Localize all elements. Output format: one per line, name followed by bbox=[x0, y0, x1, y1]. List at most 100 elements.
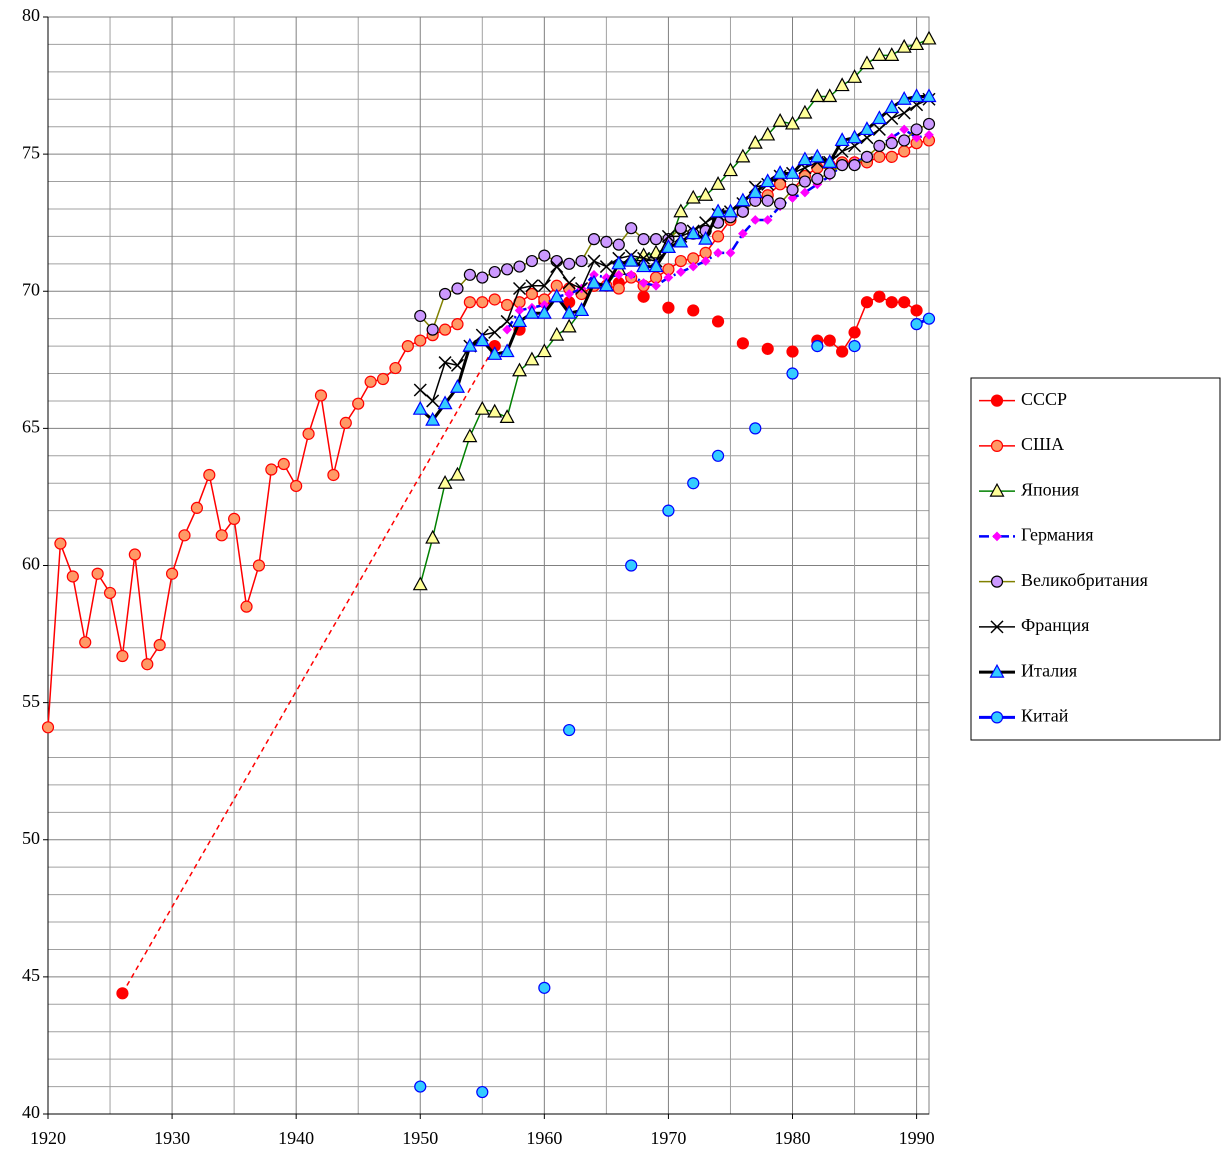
marker bbox=[598, 277, 614, 292]
marker bbox=[809, 148, 825, 163]
marker bbox=[834, 77, 850, 92]
legend-label: Германия bbox=[1021, 525, 1094, 545]
marker bbox=[401, 340, 414, 353]
marker bbox=[710, 176, 726, 190]
marker bbox=[487, 403, 503, 418]
marker bbox=[463, 296, 476, 309]
marker bbox=[240, 600, 253, 613]
marker bbox=[536, 343, 552, 358]
marker bbox=[871, 47, 887, 61]
marker bbox=[265, 463, 278, 476]
marker bbox=[499, 409, 515, 424]
marker bbox=[178, 529, 191, 542]
marker bbox=[738, 228, 748, 239]
marker bbox=[412, 576, 428, 591]
marker bbox=[873, 150, 886, 163]
marker bbox=[502, 324, 512, 335]
marker bbox=[711, 230, 725, 243]
marker bbox=[451, 282, 464, 295]
marker bbox=[290, 479, 303, 493]
marker bbox=[499, 343, 515, 358]
x-tick-label: 1970 bbox=[650, 1128, 686, 1148]
marker bbox=[722, 203, 738, 218]
marker bbox=[910, 304, 923, 317]
marker bbox=[722, 162, 738, 177]
marker bbox=[651, 280, 661, 291]
marker bbox=[501, 298, 514, 312]
legend-label: США bbox=[1021, 434, 1064, 454]
legend-label: Китай bbox=[1021, 706, 1069, 726]
marker bbox=[79, 636, 92, 649]
marker bbox=[613, 269, 624, 280]
marker bbox=[899, 124, 910, 135]
marker bbox=[414, 309, 427, 323]
marker bbox=[91, 567, 104, 580]
marker bbox=[451, 318, 464, 331]
marker bbox=[575, 254, 588, 268]
marker bbox=[836, 345, 849, 358]
marker bbox=[909, 88, 925, 103]
marker bbox=[786, 367, 799, 380]
marker bbox=[637, 290, 650, 303]
y-tick-label: 80 bbox=[22, 5, 40, 25]
marker bbox=[66, 570, 79, 583]
y-tick-label: 65 bbox=[22, 417, 40, 437]
marker bbox=[725, 248, 736, 258]
marker bbox=[550, 260, 564, 274]
marker bbox=[103, 586, 117, 600]
marker bbox=[848, 326, 861, 339]
marker bbox=[537, 279, 551, 293]
marker bbox=[688, 261, 699, 272]
x-tick-label: 1940 bbox=[278, 1128, 314, 1148]
marker bbox=[488, 265, 501, 279]
marker bbox=[476, 296, 489, 309]
marker bbox=[165, 567, 179, 580]
marker bbox=[637, 233, 650, 246]
marker bbox=[990, 394, 1004, 407]
marker bbox=[564, 289, 575, 299]
marker bbox=[437, 474, 453, 489]
marker bbox=[364, 375, 377, 388]
marker bbox=[575, 281, 589, 296]
marker bbox=[623, 252, 639, 267]
marker bbox=[786, 183, 799, 196]
marker bbox=[910, 318, 923, 331]
marker bbox=[823, 334, 836, 347]
marker bbox=[673, 233, 689, 248]
marker bbox=[762, 215, 773, 225]
marker bbox=[736, 337, 749, 350]
marker bbox=[822, 88, 838, 103]
marker bbox=[203, 468, 216, 482]
marker bbox=[885, 111, 899, 126]
y-tick-label: 75 bbox=[22, 142, 40, 162]
marker bbox=[474, 332, 490, 347]
marker bbox=[834, 132, 850, 147]
y-tick-label: 45 bbox=[22, 965, 40, 985]
marker bbox=[128, 548, 141, 561]
series bbox=[116, 276, 923, 1000]
marker bbox=[800, 187, 810, 198]
marker bbox=[847, 69, 863, 83]
marker bbox=[884, 99, 900, 114]
marker bbox=[228, 512, 241, 525]
marker bbox=[611, 255, 627, 270]
legend-label: Франция bbox=[1021, 615, 1089, 635]
marker bbox=[761, 194, 774, 207]
marker bbox=[685, 225, 701, 240]
marker bbox=[773, 197, 787, 210]
marker bbox=[414, 334, 427, 347]
x-tick-label: 1920 bbox=[30, 1128, 66, 1148]
marker bbox=[784, 115, 801, 130]
marker bbox=[476, 271, 489, 284]
marker bbox=[787, 193, 798, 203]
marker bbox=[413, 383, 427, 397]
marker bbox=[772, 112, 788, 127]
marker bbox=[314, 389, 328, 402]
marker bbox=[674, 254, 687, 268]
marker bbox=[512, 313, 528, 328]
marker bbox=[735, 192, 751, 207]
marker bbox=[922, 117, 936, 131]
marker bbox=[636, 258, 652, 273]
marker bbox=[811, 172, 824, 185]
marker bbox=[662, 301, 675, 314]
